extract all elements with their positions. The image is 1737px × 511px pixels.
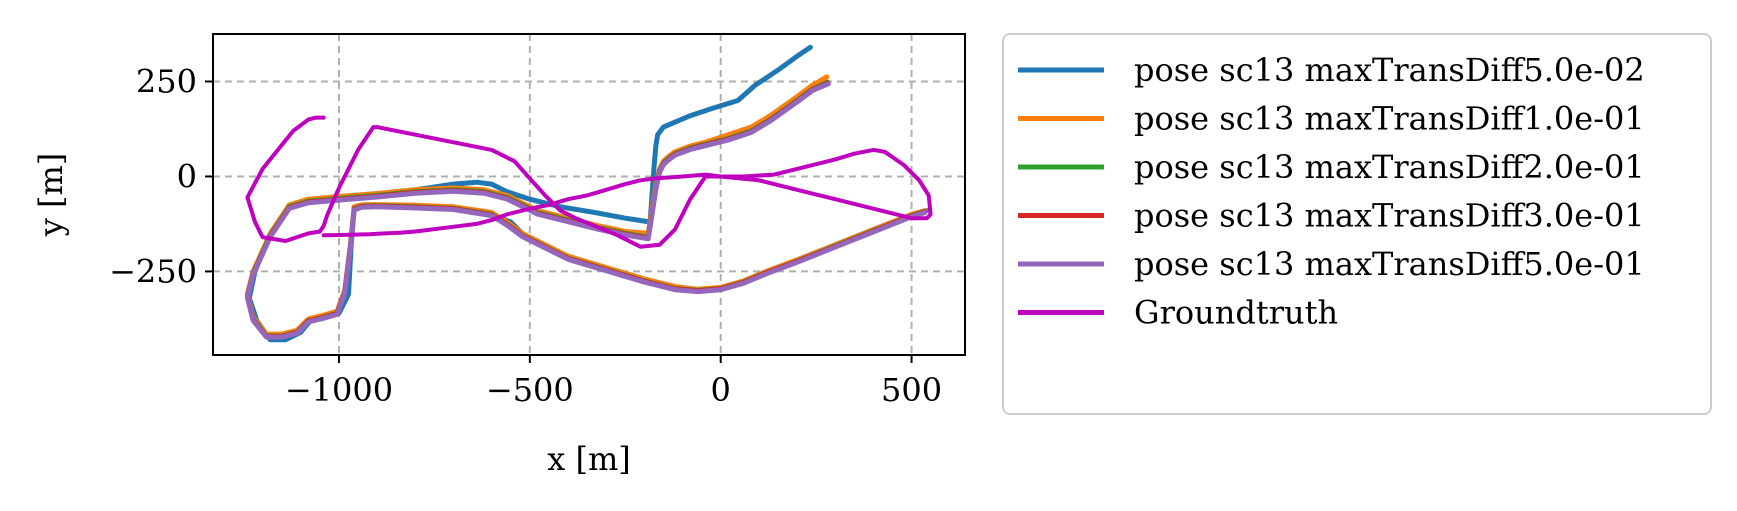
- series-line-6: [245, 115, 933, 249]
- ticks: −1000 −500 0 500 250 0 −250: [109, 62, 942, 409]
- legend-label: pose sc13 maxTransDiff2.0e-01: [1134, 148, 1645, 186]
- x-axis-label: x [m]: [547, 440, 631, 478]
- plot-lines: [244, 44, 933, 343]
- legend: pose sc13 maxTransDiff5.0e-02 pose sc13 m…: [1002, 33, 1712, 415]
- y-tick-label: 0: [177, 157, 197, 195]
- y-tick-label: −250: [109, 252, 197, 290]
- legend-label: pose sc13 maxTransDiff1.0e-01: [1134, 100, 1645, 138]
- x-tick-label: 500: [881, 371, 942, 409]
- legend-box: [1002, 33, 1712, 415]
- legend-label: Groundtruth: [1134, 294, 1338, 332]
- y-axis-label: y [m]: [32, 153, 70, 238]
- y-tick-label: 250: [136, 62, 197, 100]
- legend-label: pose sc13 maxTransDiff5.0e-02: [1134, 51, 1645, 89]
- legend-label: pose sc13 maxTransDiff3.0e-01: [1134, 197, 1645, 235]
- x-tick-label: 0: [711, 371, 731, 409]
- series-line-5: [244, 81, 928, 340]
- grid: [213, 34, 965, 355]
- legend-label: pose sc13 maxTransDiff5.0e-01: [1134, 245, 1645, 283]
- x-tick-label: −1000: [285, 371, 393, 409]
- x-tick-label: −500: [486, 371, 574, 409]
- axes-frame: [212, 33, 966, 356]
